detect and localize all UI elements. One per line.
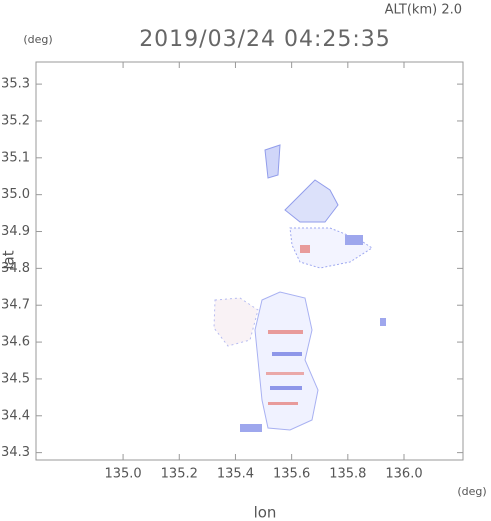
y-tick-label: 34.7 [1, 298, 30, 313]
x-axis-title: lon [254, 504, 277, 521]
x-unit: (deg) [457, 485, 486, 498]
chart-title: 2019/03/24 04:25:35 [139, 27, 391, 52]
echo [254, 291, 319, 431]
y-unit: (deg) [23, 33, 52, 46]
y-tick-label: 34.9 [1, 224, 30, 239]
y-tick-label: 34.5 [1, 371, 30, 386]
altitude-label: ALT(km) 2.0 [385, 3, 462, 18]
y-tick-label: 34.4 [1, 408, 30, 423]
plot-frame [35, 61, 464, 461]
echo-field [213, 144, 386, 432]
x-tick-label: 135.6 [273, 467, 310, 482]
x-tick-label: 136.0 [385, 467, 422, 482]
echo [284, 179, 339, 223]
y-tick-label: 34.6 [1, 335, 30, 350]
x-tick-label: 135.8 [329, 467, 366, 482]
y-tick-label: 34.8 [1, 261, 30, 276]
y-tick-label: 34.3 [1, 445, 30, 460]
x-tick-label: 135.0 [104, 467, 141, 482]
y-tick-label: 35.3 [1, 77, 30, 92]
y-tick-label: 35.1 [1, 150, 30, 165]
y-tick-label: 35.2 [1, 113, 30, 128]
echo [264, 144, 281, 179]
y-axis-title: lat [0, 250, 18, 269]
echo [213, 297, 259, 347]
y-tick-label: 35.0 [1, 187, 30, 202]
x-tick-label: 135.4 [217, 467, 254, 482]
x-tick-label: 135.2 [161, 467, 198, 482]
